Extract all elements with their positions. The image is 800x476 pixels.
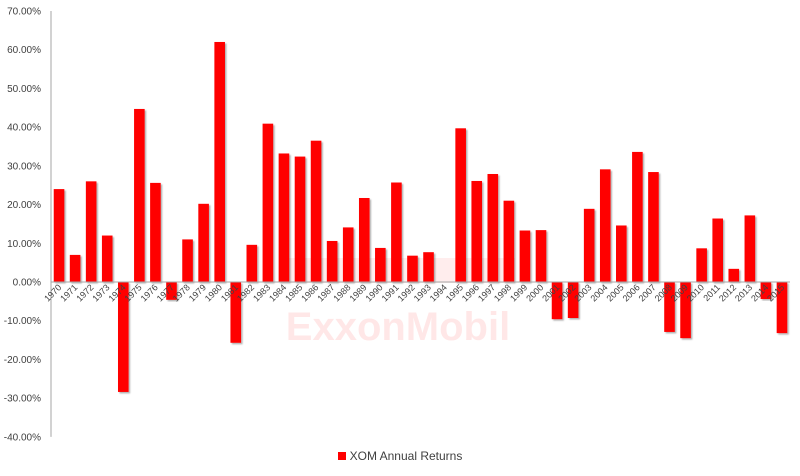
bar-2009 <box>680 282 691 339</box>
bar-1981 <box>230 282 242 343</box>
bar-1983 <box>262 123 274 282</box>
bar-1974 <box>117 282 129 392</box>
bar-1976 <box>150 182 161 282</box>
bar-1991 <box>391 182 402 282</box>
x-tick-label: 2012 <box>717 282 738 303</box>
bar-1992 <box>407 255 418 282</box>
bar-2003 <box>583 208 595 282</box>
bar-2014 <box>760 282 772 300</box>
x-tick-label: 1988 <box>331 282 352 303</box>
y-tick-label: 70.00% <box>7 7 41 18</box>
legend: XOM Annual Returns <box>0 449 800 463</box>
x-tick-label: 2013 <box>733 282 754 303</box>
y-tick-label: -30.00% <box>4 394 41 405</box>
bar-2012 <box>728 268 740 282</box>
x-tick-label: 1986 <box>299 282 320 303</box>
x-tick-label: 2007 <box>637 282 658 303</box>
x-tick-label: 1999 <box>508 282 529 303</box>
bar-1971 <box>69 254 81 282</box>
bar-1982 <box>246 244 258 282</box>
x-tick-label: 1971 <box>58 282 79 303</box>
x-tick-label: 1980 <box>203 282 224 303</box>
bar-1985 <box>294 156 306 282</box>
x-tick-label: 1987 <box>315 282 336 303</box>
x-tick-label: 1989 <box>347 282 368 303</box>
bar-2008 <box>664 282 675 332</box>
x-tick-label: 1970 <box>42 282 63 303</box>
y-tick-label: 30.00% <box>7 161 41 172</box>
bar-1999 <box>519 230 531 282</box>
bar-2001 <box>551 282 563 320</box>
y-tick-label: 0.00% <box>13 278 41 289</box>
bar-series <box>53 41 788 392</box>
y-tick-label: 20.00% <box>7 200 41 211</box>
svg-text:ExxonMobil: ExxonMobil <box>286 305 510 349</box>
y-tick-label: 60.00% <box>7 45 41 56</box>
bar-1996 <box>471 180 483 282</box>
x-tick-label: 1985 <box>283 282 304 303</box>
bar-2005 <box>616 225 627 282</box>
y-tick-label: -20.00% <box>4 355 41 366</box>
x-tick-label: 1972 <box>74 282 95 303</box>
x-tick-label: 1990 <box>364 282 385 303</box>
bar-2000 <box>535 230 547 282</box>
y-tick-label: 10.00% <box>7 239 41 250</box>
bar-1997 <box>487 173 499 282</box>
x-tick-label: 1979 <box>187 282 208 303</box>
bar-2007 <box>648 172 659 282</box>
x-tick-label: 1998 <box>492 282 513 303</box>
x-tick-label: 1983 <box>251 282 272 303</box>
x-tick-label: 2004 <box>588 282 609 303</box>
x-tick-label: 1984 <box>267 282 288 303</box>
x-tick-label: 1995 <box>444 282 465 303</box>
x-tick-label: 1973 <box>90 282 111 303</box>
bar-1980 <box>214 41 225 282</box>
legend-swatch-icon <box>337 452 346 460</box>
bar-1995 <box>455 128 466 282</box>
y-tick-label: -40.00% <box>4 432 41 443</box>
bar-1979 <box>198 203 209 282</box>
y-tick-label: -10.00% <box>4 316 41 327</box>
y-tick-label: 50.00% <box>7 84 41 95</box>
bar-2002 <box>567 282 579 318</box>
y-axis: 70.00% 60.00% 50.00% 40.00% 30.00% 20.00% 10.0… <box>4 7 52 443</box>
x-tick-label: 1991 <box>380 282 401 303</box>
x-tick-label: 1976 <box>139 282 160 303</box>
x-tick-label: 1996 <box>460 282 481 303</box>
bar-2004 <box>599 169 611 282</box>
bar-1993 <box>423 252 434 282</box>
bar-1984 <box>278 153 290 282</box>
bar-1988 <box>342 227 354 282</box>
x-tick-label: 2011 <box>701 282 722 303</box>
x-tick-label: 1997 <box>476 282 497 303</box>
y-tick-label: 40.00% <box>7 123 41 134</box>
bar-1990 <box>375 247 386 282</box>
bar-1986 <box>310 140 322 282</box>
x-tick-label: 2005 <box>604 282 625 303</box>
bar-1987 <box>326 240 338 282</box>
bar-2013 <box>744 215 756 282</box>
x-tick-label: 1993 <box>412 282 433 303</box>
x-tick-label: 2006 <box>621 282 642 303</box>
bar-1970 <box>53 189 65 282</box>
bar-1998 <box>503 200 515 282</box>
bar-2011 <box>712 218 723 282</box>
x-tick-label: 1992 <box>396 282 417 303</box>
bar-2006 <box>632 151 643 282</box>
x-tick-label: 1994 <box>428 282 449 303</box>
bar-2015 <box>776 282 788 334</box>
bar-1989 <box>358 197 370 282</box>
bar-1978 <box>182 239 193 282</box>
bar-1972 <box>85 181 97 282</box>
x-tick-label: 2000 <box>524 282 545 303</box>
bar-1975 <box>134 108 145 282</box>
bar-2010 <box>696 248 707 282</box>
bar-1973 <box>101 235 113 282</box>
legend-label: XOM Annual Returns <box>349 449 463 463</box>
bar-1977 <box>166 282 177 300</box>
